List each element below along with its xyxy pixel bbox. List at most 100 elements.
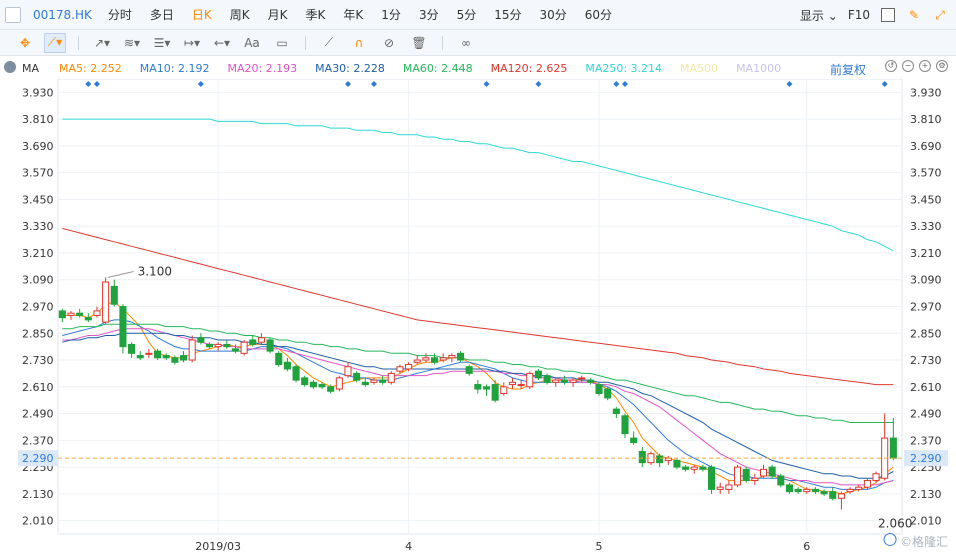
y-tick-label-left: 2.130	[22, 488, 54, 501]
crosshair-icon[interactable]: ✥	[19, 35, 31, 50]
period-30min[interactable]: 30分	[539, 8, 567, 22]
period-yearly[interactable]: 年K	[343, 8, 364, 22]
candle-down	[283, 361, 291, 370]
event-diamond-icon	[535, 81, 542, 87]
toolbar-divider	[442, 35, 443, 50]
period-3min[interactable]: 3分	[418, 8, 439, 22]
y-tick-label-left: 3.330	[22, 220, 54, 233]
period-1min[interactable]: 1分	[381, 8, 401, 22]
event-diamond-icon	[483, 81, 490, 87]
period-monthly[interactable]: 月K	[267, 8, 288, 22]
comment-icon[interactable]: ▭	[276, 35, 288, 50]
trash-icon[interactable]: 🗑	[411, 35, 427, 50]
candle-up	[102, 281, 110, 323]
ma-legend: MA MA5: 2.252 MA10: 2.192 MA20: 2.193 MA…	[0, 57, 956, 79]
candle-down	[266, 339, 274, 352]
minus-icon[interactable]: −	[902, 60, 914, 72]
candle-down	[309, 381, 317, 388]
pencil-icon[interactable]: ✎	[908, 8, 920, 22]
period-daily[interactable]: 日K	[191, 8, 212, 22]
adjust-mode-button[interactable]: 前复权	[830, 63, 867, 77]
event-diamond-icon	[621, 81, 628, 87]
ma-line-ma60	[62, 323, 894, 423]
y-tick-label-left: 2.370	[22, 434, 54, 447]
ma-title[interactable]: MA	[22, 61, 40, 75]
candle-down	[638, 450, 646, 464]
y-tick-label-right: 3.330	[910, 220, 942, 233]
undo-icon[interactable]: ↺	[885, 60, 897, 72]
period-weekly[interactable]: 周K	[229, 8, 250, 22]
candle-down	[742, 468, 750, 481]
text-icon[interactable]: Aa	[244, 35, 260, 50]
hide-icon[interactable]: ⊘	[383, 35, 395, 50]
channel-icon[interactable]: ≋▾	[123, 35, 141, 50]
annotation-low: 2.060	[878, 516, 912, 530]
expand-icon[interactable]: ⤢	[935, 7, 945, 22]
candle-down	[699, 466, 707, 470]
magnet-icon[interactable]: ∩	[354, 35, 364, 50]
right-tools: 显示 ⌄ F10 ✎ ⤢	[800, 0, 948, 30]
candle-down	[327, 386, 335, 392]
period-intraday[interactable]: 分时	[107, 8, 132, 22]
candle-up	[552, 379, 560, 383]
candle-down	[777, 475, 785, 486]
candle-up	[344, 366, 352, 377]
current-price-tag-left	[18, 450, 58, 467]
ma10-value: MA10: 2.192	[139, 61, 210, 75]
checkbox-dropdown[interactable]	[880, 7, 896, 23]
candle-up	[569, 379, 577, 383]
y-tick-label-right: 3.810	[910, 113, 942, 126]
period-15min[interactable]: 15分	[494, 8, 522, 22]
candle-up	[508, 381, 516, 386]
candle-up	[837, 493, 845, 499]
ma250-value: MA250: 3.214	[585, 61, 663, 75]
current-price-label-left: 2.290	[22, 452, 54, 465]
arrow-icon[interactable]: ←▾	[213, 35, 231, 50]
settings-icon[interactable]: ⚙	[936, 60, 948, 72]
plus-icon[interactable]: +	[919, 60, 931, 72]
ticker-code[interactable]: 00178.HK	[33, 7, 92, 22]
link-icon[interactable]: ∞	[461, 35, 471, 50]
candle-down	[612, 408, 620, 415]
period-quarterly[interactable]: 季K	[305, 8, 326, 22]
period-multi-day[interactable]: 多日	[149, 8, 174, 22]
annotation-leader	[107, 271, 134, 278]
event-diamond-icon	[370, 81, 377, 87]
candle-up	[67, 312, 75, 316]
y-tick-label-left: 2.610	[22, 381, 54, 394]
candle-down	[586, 379, 594, 383]
candle-up	[855, 486, 863, 490]
x-tick-label: 5	[596, 540, 603, 553]
candle-down	[474, 384, 482, 390]
candle-up	[872, 473, 880, 481]
y-tick-label-right: 2.490	[910, 408, 942, 421]
candle-up	[396, 366, 404, 372]
range-icon[interactable]: ↦▾	[183, 35, 201, 50]
period-5min[interactable]: 5分	[456, 8, 477, 22]
candle-down	[84, 317, 92, 321]
drawing-toolbar: ✥ ⟋▾ ↗▾ ≋▾ ☰▾ ↦▾ ←▾ Aa ▭ ⟋ ∩ ⊘ 🗑 ∞	[0, 30, 956, 56]
period-60min[interactable]: 60分	[584, 8, 613, 22]
candle-down	[560, 379, 568, 383]
period-toolbar: 00178.HK 分时 多日 日K 周K 月K 季K 年K 1分 3分 5分 1…	[0, 0, 956, 30]
square-icon	[881, 8, 895, 22]
candle-up	[751, 477, 759, 481]
kline-chart[interactable]: 3.930 3.930 3.810 3.810 3.690 3.690 3.570 3.570…	[0, 79, 956, 556]
candle-down	[491, 384, 499, 401]
ruler-icon[interactable]: ⟋	[324, 35, 334, 49]
candle-up	[725, 484, 733, 490]
show-dropdown[interactable]: 显示 ⌄	[800, 7, 838, 24]
candle-down	[58, 310, 66, 319]
candle-down	[621, 415, 629, 435]
y-tick-label-right: 2.970	[910, 301, 942, 314]
candle-up	[526, 372, 534, 388]
line-icon[interactable]: ⟋▾	[44, 32, 66, 53]
candle-down	[630, 437, 638, 444]
f10-button[interactable]: F10	[847, 8, 870, 22]
fib-icon[interactable]: ☰▾	[153, 35, 171, 50]
ray-icon[interactable]: ↗▾	[93, 35, 111, 50]
collapse-icon[interactable]	[4, 61, 16, 73]
y-tick-label-left: 3.810	[22, 113, 54, 126]
panel-toggle-icon[interactable]	[5, 7, 21, 23]
candle-down	[76, 312, 84, 316]
